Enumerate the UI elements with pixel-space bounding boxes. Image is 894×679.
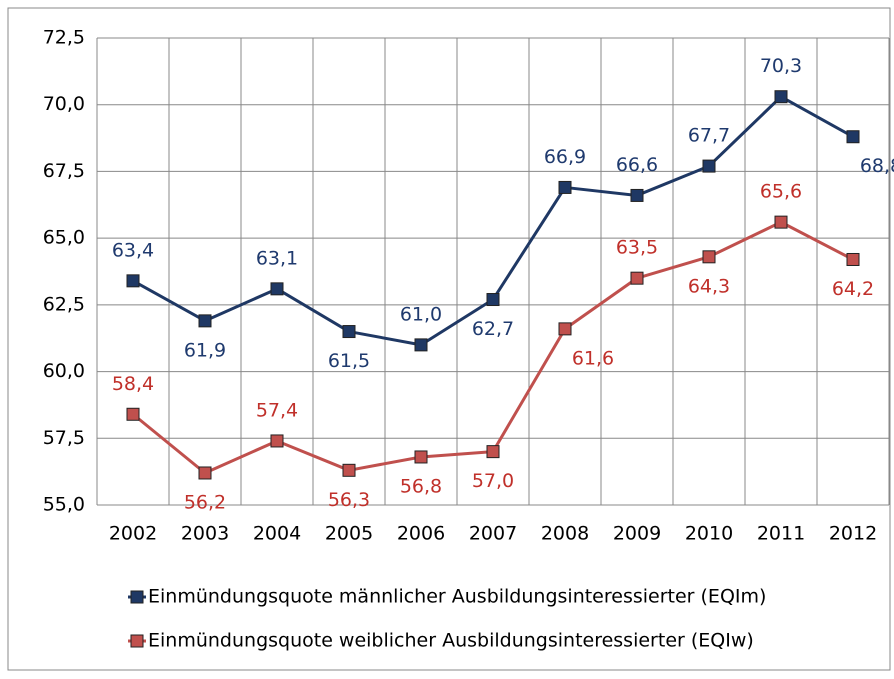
data-label: 61,5 xyxy=(328,350,370,372)
data-label: 63,4 xyxy=(112,239,154,261)
x-tick-label: 2005 xyxy=(325,523,373,545)
point-marker xyxy=(126,407,140,421)
data-label: 63,1 xyxy=(256,247,298,269)
data-label: 64,2 xyxy=(832,278,874,300)
point-marker xyxy=(558,180,572,194)
data-label: 67,7 xyxy=(688,125,730,147)
x-tick-label: 2003 xyxy=(181,523,229,545)
chart-frame xyxy=(7,7,891,671)
x-tick-label: 2010 xyxy=(685,523,733,545)
data-label: 66,6 xyxy=(616,154,658,176)
point-marker xyxy=(414,450,428,464)
point-marker xyxy=(774,215,788,229)
x-tick-label: 2011 xyxy=(757,523,805,545)
point-marker xyxy=(702,159,716,173)
point-marker xyxy=(630,188,644,202)
y-tick-label: 57,5 xyxy=(43,427,85,449)
data-label: 56,3 xyxy=(328,489,370,511)
point-marker xyxy=(558,322,572,336)
legend-label: Einmündungsquote männlicher Ausbildungsi… xyxy=(148,586,766,608)
point-marker xyxy=(846,252,860,266)
y-tick-label: 67,5 xyxy=(43,160,85,182)
y-tick-label: 55,0 xyxy=(43,494,85,516)
point-marker xyxy=(342,325,356,339)
point-marker xyxy=(126,274,140,288)
data-label: 62,7 xyxy=(472,318,514,340)
point-marker xyxy=(846,130,860,144)
data-label: 70,3 xyxy=(760,55,802,77)
y-tick-label: 65,0 xyxy=(43,227,85,249)
data-label: 56,8 xyxy=(400,475,442,497)
data-label: 64,3 xyxy=(688,275,730,297)
point-marker xyxy=(270,282,284,296)
legend-marker xyxy=(130,590,144,604)
point-marker xyxy=(198,466,212,480)
x-tick-label: 2008 xyxy=(541,523,589,545)
x-tick-label: 2007 xyxy=(469,523,517,545)
data-label: 61,9 xyxy=(184,339,226,361)
point-marker xyxy=(486,445,500,459)
y-tick-label: 72,5 xyxy=(43,27,85,49)
x-tick-label: 2002 xyxy=(109,523,157,545)
y-tick-label: 70,0 xyxy=(43,93,85,115)
data-label: 66,9 xyxy=(544,146,586,168)
x-tick-label: 2004 xyxy=(253,523,301,545)
point-marker xyxy=(774,90,788,104)
point-marker xyxy=(270,434,284,448)
point-marker xyxy=(342,463,356,477)
data-label: 68,8 xyxy=(860,155,894,177)
point-marker xyxy=(198,314,212,328)
data-label: 57,4 xyxy=(256,399,298,421)
y-tick-label: 60,0 xyxy=(43,360,85,382)
data-label: 58,4 xyxy=(112,373,154,395)
data-label: 63,5 xyxy=(616,237,658,259)
data-label: 61,6 xyxy=(572,347,614,369)
point-marker xyxy=(486,293,500,307)
data-label: 56,2 xyxy=(184,491,226,513)
legend-marker xyxy=(130,634,144,648)
x-tick-label: 2006 xyxy=(397,523,445,545)
point-marker xyxy=(414,338,428,352)
x-tick-label: 2009 xyxy=(613,523,661,545)
point-marker xyxy=(630,271,644,285)
point-marker xyxy=(702,250,716,264)
data-label: 57,0 xyxy=(472,470,514,492)
y-tick-label: 62,5 xyxy=(43,293,85,315)
x-tick-label: 2012 xyxy=(829,523,877,545)
data-label: 65,6 xyxy=(760,181,802,203)
data-label: 61,0 xyxy=(400,303,442,325)
legend-label: Einmündungsquote weiblicher Ausbildungsi… xyxy=(148,630,754,652)
